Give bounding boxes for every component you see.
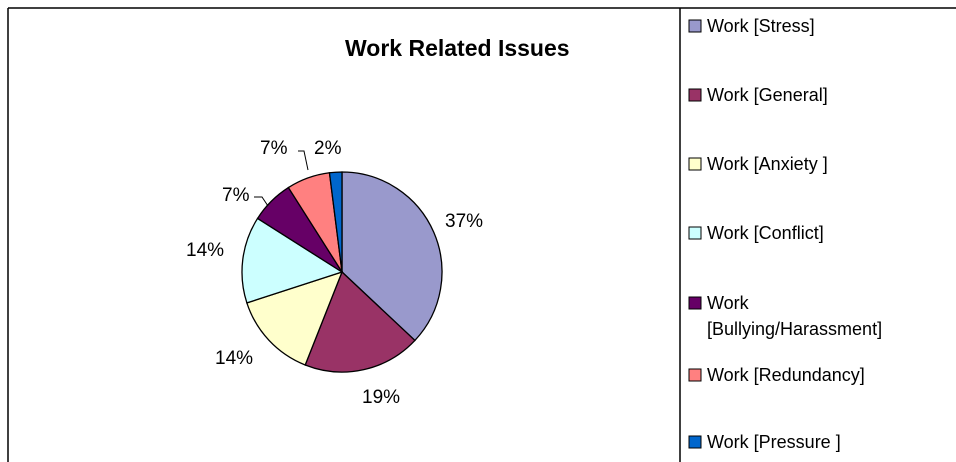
pie-slice-work-pressure bbox=[328, 171, 343, 273]
legend-label-work-anxiety: Work [Anxiety ] bbox=[707, 154, 828, 174]
leader-line-work-bullying-harassment bbox=[254, 196, 269, 207]
pie-slice-work-conflict bbox=[241, 217, 344, 304]
pie-slice-work-stress bbox=[341, 171, 443, 342]
legend-swatch-work-redundancy bbox=[688, 368, 702, 382]
data-label-work-pressure: 2% bbox=[314, 138, 342, 159]
data-label-work-anxiety: 14% bbox=[215, 348, 253, 369]
legend-swatch-work-pressure bbox=[688, 435, 702, 449]
legend-swatch-work-conflict bbox=[688, 226, 702, 240]
data-label-work-general: 19% bbox=[362, 387, 400, 408]
legend-swatch-work-stress bbox=[688, 19, 702, 33]
pie-slices bbox=[241, 171, 443, 373]
leader-lines bbox=[254, 150, 309, 207]
data-label-work-conflict: 14% bbox=[186, 240, 224, 261]
legend-label-work-pressure: Work [Pressure ] bbox=[707, 432, 841, 452]
legend-swatch-work-general bbox=[688, 88, 702, 102]
legend-label-work-stress: Work [Stress] bbox=[707, 16, 815, 36]
legend-label-work-bullying-harassment-line-1: Work bbox=[707, 293, 750, 313]
legend-swatch-work-anxiety bbox=[688, 157, 702, 171]
data-label-work-bullying-harassment: 7% bbox=[222, 185, 250, 206]
legend-label-work-general: Work [General] bbox=[707, 85, 828, 105]
legend-label-work-bullying-harassment-line-2: [Bullying/Harassment] bbox=[707, 319, 882, 339]
legend-label-work-redundancy: Work [Redundancy] bbox=[707, 365, 865, 385]
data-label-work-stress: 37% bbox=[445, 211, 483, 232]
data-label-work-redundancy: 7% bbox=[260, 138, 288, 159]
legend-label-work-conflict: Work [Conflict] bbox=[707, 223, 824, 243]
data-labels: 37% 19% 14% 14% 7% 7% 2% bbox=[186, 138, 483, 408]
legend: Work [Stress] Work [General] Work [Anxiety… bbox=[688, 16, 882, 452]
chart-title: Work Related Issues bbox=[345, 35, 570, 61]
legend-swatch-work-bullying-harassment bbox=[688, 296, 702, 310]
leader-line-work-redundancy bbox=[298, 150, 309, 171]
